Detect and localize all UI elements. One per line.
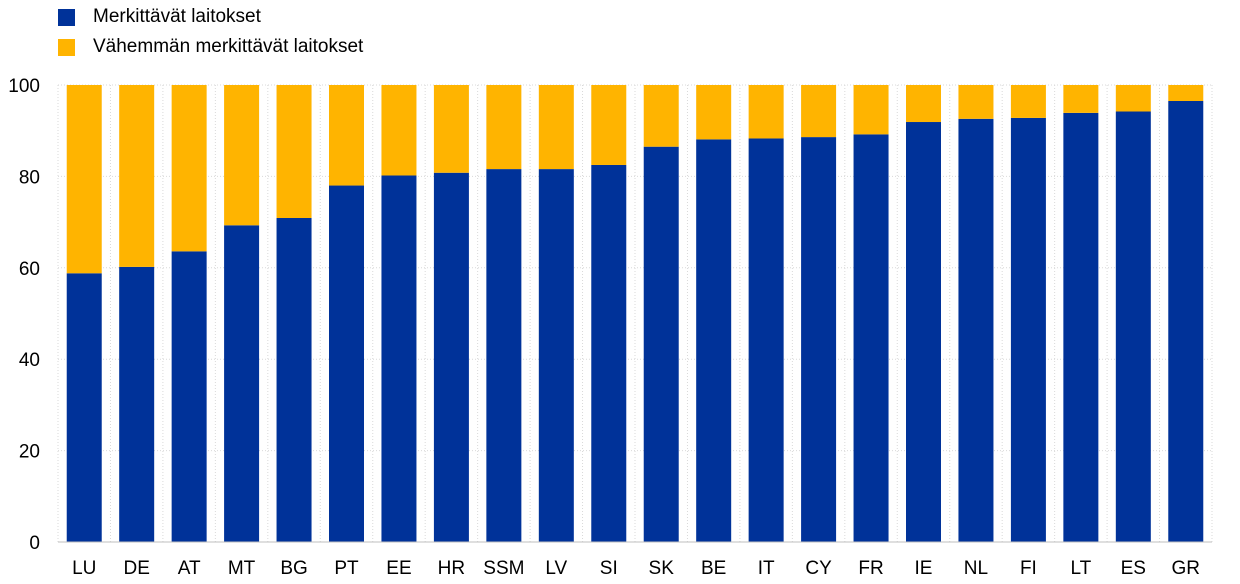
bar-segment-significant-gr <box>1168 100 1204 543</box>
bar-segment-less-significant-nl <box>958 85 994 119</box>
bar-segment-less-significant-lt <box>1063 85 1099 113</box>
bar-segment-less-significant-de <box>119 85 155 267</box>
bar-segment-significant-lt <box>1063 112 1099 542</box>
x-tick-label: MT <box>228 558 256 579</box>
bars <box>58 85 1212 543</box>
bar-segment-significant-lv <box>538 169 574 542</box>
legend-swatch-significant <box>58 8 75 26</box>
bar-segment-significant-cy <box>801 137 837 542</box>
bar-segment-less-significant-ee <box>381 85 417 176</box>
bar-segment-less-significant-ssm <box>486 85 522 170</box>
bar-segment-significant-bg <box>276 217 312 542</box>
x-tick-label: LV <box>545 558 567 579</box>
legend-item-significant: Merkittävät laitokset <box>58 2 363 32</box>
bar-segment-significant-fi <box>1010 117 1046 543</box>
x-tick-label: DE <box>123 558 149 579</box>
y-tick-label: 80 <box>19 167 40 188</box>
bar-segment-less-significant-fi <box>1010 85 1046 118</box>
x-tick-label: CY <box>805 558 832 579</box>
bar-segment-less-significant-si <box>591 85 627 165</box>
bar-segment-significant-fr <box>853 134 889 542</box>
legend-swatch-less-significant <box>58 38 75 56</box>
legend-label-less-significant: Vähemmän merkittävät laitokset <box>93 36 364 57</box>
bar-segment-less-significant-at <box>171 85 207 252</box>
x-tick-label: GR <box>1172 558 1201 579</box>
bar-segment-less-significant-es <box>1115 85 1151 112</box>
bar-segment-significant-ssm <box>486 169 522 542</box>
bar-segment-less-significant-lv <box>538 85 574 170</box>
bar-segment-less-significant-gr <box>1168 85 1204 101</box>
x-tick-label: SI <box>600 558 618 579</box>
bar-segment-less-significant-be <box>696 85 732 140</box>
bar-segment-less-significant-sk <box>643 85 679 147</box>
bar-segment-significant-nl <box>958 118 994 543</box>
bar-segment-less-significant-cy <box>801 85 837 138</box>
bar-segment-significant-si <box>591 164 627 542</box>
bar-segment-significant-it <box>748 138 784 542</box>
y-tick-label: 0 <box>29 533 40 554</box>
bar-segment-significant-lu <box>66 273 102 542</box>
y-tick-label: 40 <box>19 350 40 371</box>
bar-segment-significant-hr <box>433 172 469 542</box>
bar-segment-less-significant-hr <box>433 85 469 173</box>
legend-item-less-significant: Vähemmän merkittävät laitokset <box>58 32 363 62</box>
bar-segment-less-significant-fr <box>853 85 889 135</box>
y-tick-label: 100 <box>8 76 40 97</box>
x-tick-label: HR <box>438 558 465 579</box>
y-tick-label: 20 <box>19 442 40 463</box>
x-tick-label: ES <box>1121 558 1146 579</box>
y-tick-label: 60 <box>19 259 40 280</box>
x-tick-label: EE <box>386 558 411 579</box>
x-tick-label: NL <box>964 558 988 579</box>
bar-segment-less-significant-lu <box>66 85 102 274</box>
legend: Merkittävät laitokset Vähemmän merkittäv… <box>58 2 363 62</box>
x-axis: LU DE AT MT BG PT EE HR SSM LV SI SK BE IT CY FR IE NL FI L… <box>72 558 1200 579</box>
bar-segment-less-significant-mt <box>224 85 260 226</box>
bar-segment-less-significant-ie <box>906 85 941 123</box>
bar-segment-significant-es <box>1115 111 1151 543</box>
bar-segment-less-significant-it <box>748 85 784 139</box>
x-tick-label: IE <box>915 558 933 579</box>
y-axis: 0 20 40 60 80 100 <box>8 76 40 554</box>
x-tick-label: LT <box>1070 558 1091 579</box>
x-tick-label: FR <box>858 558 883 579</box>
x-tick-label: FI <box>1020 558 1037 579</box>
x-tick-label: AT <box>178 558 201 579</box>
bar-segment-less-significant-pt <box>329 85 364 186</box>
bar-segment-significant-be <box>696 139 732 542</box>
x-tick-label: BE <box>701 558 726 579</box>
bar-segment-significant-sk <box>643 146 679 542</box>
x-tick-label: LU <box>72 558 96 579</box>
x-tick-label: SK <box>649 558 675 579</box>
bar-segment-significant-mt <box>224 225 260 542</box>
x-tick-label: SSM <box>483 558 524 579</box>
bar-segment-significant-pt <box>329 185 364 543</box>
x-tick-label: BG <box>280 558 307 579</box>
bar-segment-significant-ee <box>381 175 417 542</box>
bar-segment-significant-at <box>171 251 207 542</box>
bar-segment-significant-de <box>119 266 155 542</box>
bar-segment-less-significant-bg <box>276 85 312 218</box>
x-tick-label: IT <box>758 558 775 579</box>
bar-segment-significant-ie <box>906 122 941 542</box>
legend-label-significant: Merkittävät laitokset <box>93 6 261 27</box>
x-tick-label: PT <box>334 558 359 579</box>
